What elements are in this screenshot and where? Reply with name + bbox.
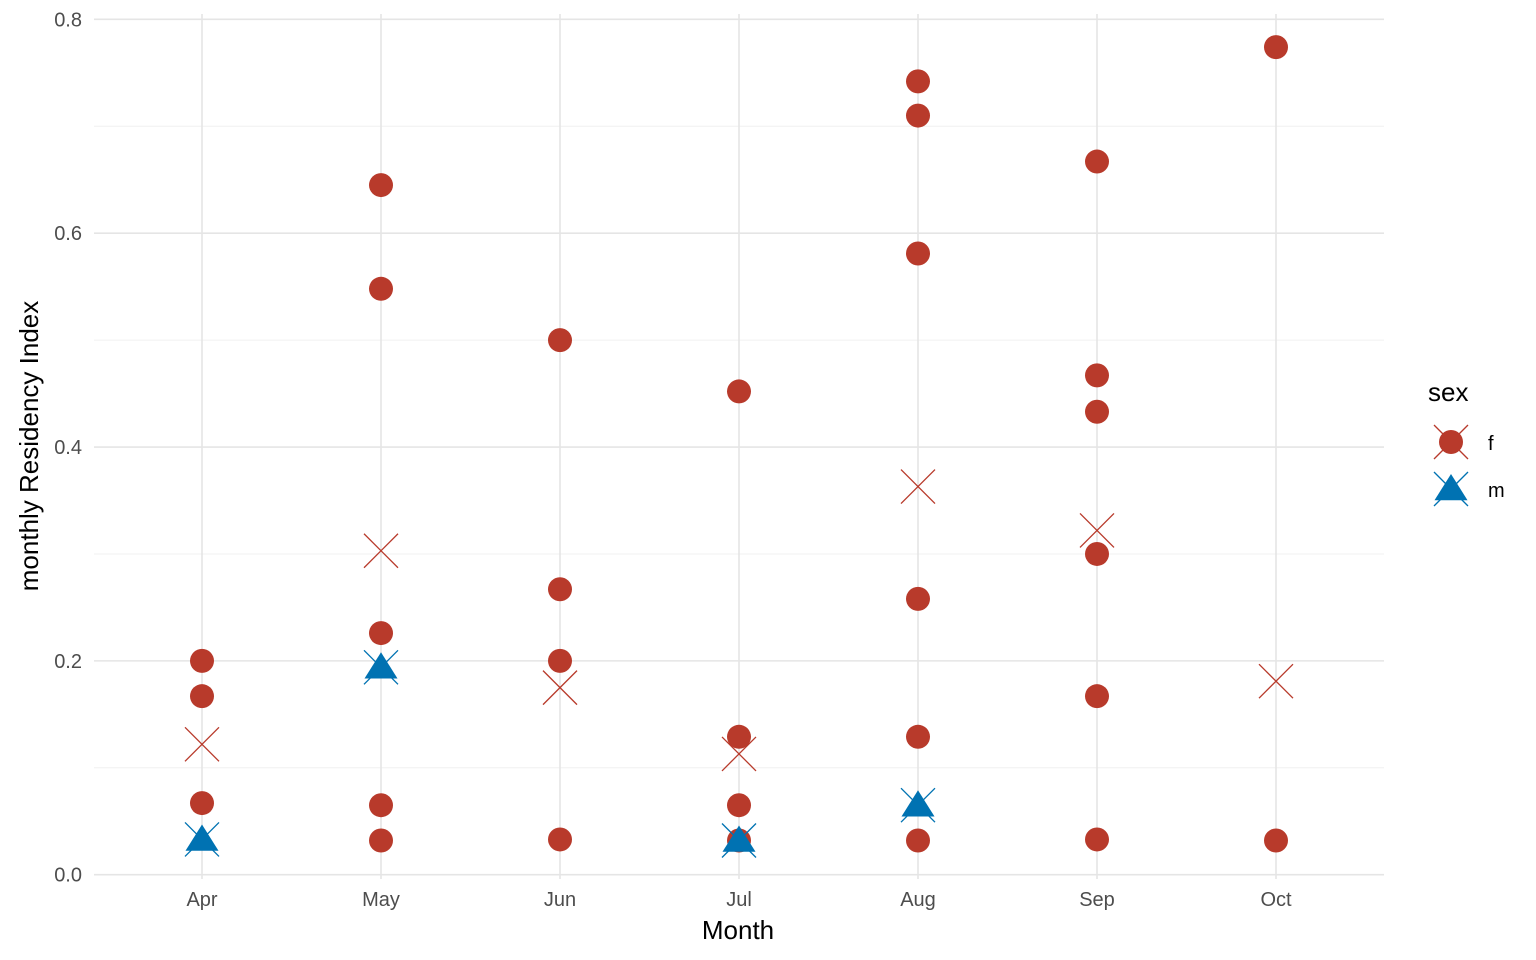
data-point-m-cross [721,823,757,858]
data-point-m-triangle [185,824,219,851]
data-point-f-circle [906,103,930,128]
data-point-f-circle [1085,363,1109,388]
data-point-f-circle [906,724,930,749]
x-axis-title: Month [702,915,774,945]
grid-lines [94,14,1384,879]
data-point-f-circle [548,648,572,673]
data-point-f-circle [369,793,393,818]
x-tick-label: Oct [1260,889,1292,911]
data-point-f-circle [906,828,930,853]
data-point-f-circle [727,724,751,749]
data-point-f-circle [369,621,393,646]
data-point-f-circle [1085,399,1109,424]
legend-item-f: f [1433,424,1494,460]
data-point-m-cross [363,649,399,685]
y-tick-label: 0.2 [54,651,82,673]
y-axis-title: monthly Residency Index [14,301,44,591]
data-point-f-circle [190,648,214,673]
data-point-f-circle [1264,828,1288,853]
data-point-m-cross [900,787,936,823]
x-tick-label: Aug [900,889,936,911]
data-point-f-circle [369,276,393,301]
data-point-f-circle [548,577,572,602]
data-point-f-circle [190,684,214,709]
x-tick-label: May [362,889,400,911]
legend-key-triangle [1434,474,1468,501]
y-axis-tick-labels: 0.0 0.2 0.4 0.6 0.8 [54,9,82,886]
legend-key-cross [1433,424,1469,460]
data-points [184,35,1294,858]
data-point-m-triangle [901,790,935,817]
data-point-f-circle [1085,827,1109,852]
x-tick-label: Jul [726,889,752,911]
data-point-m-triangle [364,652,398,679]
x-tick-label: Jun [544,889,576,911]
data-point-f-circle [369,828,393,853]
x-axis-tick-labels: Apr May Jun Jul Aug Sep Oct [186,889,1292,911]
data-point-f-circle [548,827,572,852]
data-point-f-cross [900,469,936,505]
legend-key-cross [1433,471,1469,507]
data-point-f-cross [542,670,578,706]
legend-item-m: m [1433,471,1505,507]
data-point-f-cross [363,533,399,569]
data-point-f-circle [1085,684,1109,709]
data-point-f-cross [721,736,757,772]
data-point-f-circle [548,328,572,353]
data-point-m-cross [184,821,220,857]
data-point-f-circle [1264,35,1288,60]
legend: sex f m [1428,377,1505,507]
data-point-f-circle [906,241,930,266]
data-point-f-circle [1085,149,1109,174]
data-point-f-circle [906,586,930,611]
data-point-f-circle [1085,541,1109,566]
y-tick-label: 0.4 [54,437,82,459]
data-point-f-circle [727,379,751,404]
data-point-f-circle [190,791,214,816]
x-tick-label: Sep [1079,889,1115,911]
x-tick-label: Apr [186,889,217,911]
data-point-f-circle [906,69,930,94]
y-tick-label: 0.0 [54,865,82,887]
y-tick-label: 0.6 [54,223,82,245]
y-tick-label: 0.8 [54,9,82,31]
data-point-f-circle [369,173,393,198]
data-point-f-cross [1079,512,1115,548]
data-point-m-triangle [722,825,756,852]
data-point-f-cross [184,726,220,762]
data-point-f-circle [727,793,751,818]
legend-label: f [1488,433,1494,455]
legend-title: sex [1428,377,1468,407]
data-point-f-cross [1258,663,1294,699]
legend-label: m [1488,480,1505,502]
